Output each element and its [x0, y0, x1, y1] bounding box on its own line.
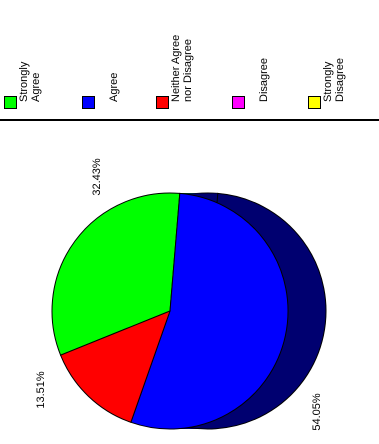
pie-slices-group	[51, 192, 289, 430]
legend-label-disagree: Disagree	[258, 57, 270, 102]
legend-label-strongly-agree: Strongly Agree	[18, 61, 42, 102]
pie-label-strongly-agree: 32.43%	[91, 158, 103, 196]
pie-labels-group: 32.43% 54.05% 13.51%	[35, 158, 323, 431]
chart-legend: Strongly Agree Agree Neither Agree nor D…	[0, 0, 379, 122]
legend-divider	[0, 119, 379, 121]
pie-label-neither: 13.51%	[35, 371, 47, 409]
legend-label-strongly-disagree: Strongly Disagree	[322, 57, 346, 102]
pie-slice-agree	[130, 192, 289, 430]
pie-label-agree: 54.05%	[311, 393, 323, 431]
legend-swatch-strongly-disagree	[308, 96, 321, 109]
legend-item-agree: Agree	[80, 0, 140, 119]
legend-item-disagree: Disagree	[230, 0, 290, 119]
legend-item-strongly-disagree: Strongly Disagree	[306, 0, 366, 119]
legend-swatch-strongly-agree	[4, 96, 17, 109]
pie-chart: 32.43% 54.05% 13.51%	[35, 158, 327, 431]
legend-swatch-disagree	[232, 96, 245, 109]
legend-swatch-neither	[156, 96, 169, 109]
legend-label-agree: Agree	[108, 72, 120, 102]
pie-slice-strongly-agree	[51, 192, 181, 356]
legend-label-neither: Neither Agree nor Disagree	[170, 34, 194, 102]
legend-item-strongly-agree: Strongly Agree	[2, 0, 62, 119]
legend-item-neither: Neither Agree nor Disagree	[154, 0, 214, 119]
legend-swatch-agree	[82, 96, 95, 109]
pie-slice-neither	[59, 310, 171, 423]
